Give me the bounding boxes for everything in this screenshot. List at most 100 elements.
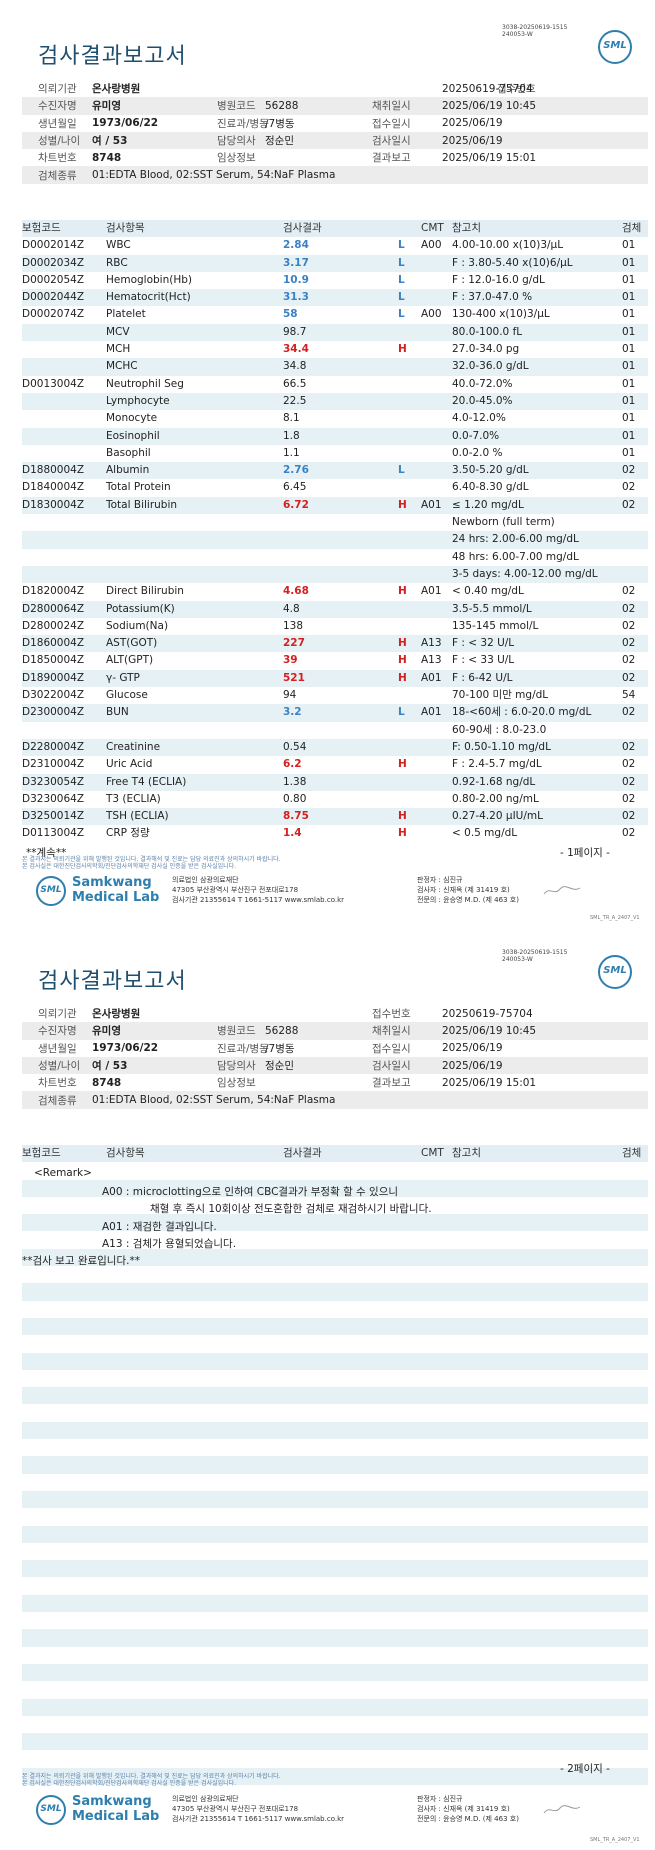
name-value: 유미영 — [92, 1025, 121, 1038]
result-name: γ- GTP — [106, 671, 140, 684]
result-ref: < 0.5 mg/dL — [452, 827, 518, 840]
result-flag: L — [398, 464, 405, 477]
result-code: D2800064Z — [22, 602, 85, 615]
result-code: D3230054Z — [22, 775, 85, 788]
result-code: D1830004Z — [22, 498, 85, 511]
table-row — [22, 1767, 648, 1785]
result-value: 98.7 — [283, 325, 307, 338]
dept-label: 진료과/병동 — [217, 117, 269, 130]
fineprint-line2: 본 검사실은 대한진단검사의학회/진단검사의학재단 검사실 인증을 받은 검사실… — [22, 863, 237, 870]
table-row — [22, 1698, 648, 1716]
result-spec: 02 — [622, 602, 636, 615]
remark-a00: A00 : microclotting으로 인하여 CBC결과가 부정확 할 수… — [102, 1186, 399, 1198]
table-row: 60-90세 : 8.0-23.0 — [22, 722, 648, 739]
report-date-label: 결과보고 — [372, 1077, 411, 1090]
fineprint: 본 결과지는 의뢰기관을 위해 발행된 것입니다. 결과해석 및 진료는 담당 … — [22, 856, 281, 870]
result-spec: 01 — [622, 343, 636, 356]
footer-sign3: 전문의 : 윤승영 M.D. (제 463 호) — [417, 1815, 519, 1823]
result-ref: 70-100 미만 mg/dL — [452, 689, 549, 702]
clinical-label: 임상정보 — [217, 152, 256, 165]
result-spec: 01 — [622, 377, 636, 390]
footer-addr2: 47305 부산광역시 부산진구 전포대로178 — [172, 886, 299, 894]
result-spec: 01 — [622, 360, 636, 373]
result-spec: 02 — [622, 654, 636, 667]
result-value: 34.4 — [283, 343, 309, 356]
result-cmt: A13 — [421, 654, 442, 667]
header-ref: 참고치 — [452, 222, 481, 234]
result-spec: 01 — [622, 429, 636, 442]
result-flag: L — [398, 706, 405, 719]
result-ref: 3-5 days: 4.00-12.00 mg/dL — [452, 567, 598, 580]
hospital-code-value: 56288 — [265, 1024, 299, 1037]
info-row: 검체종류 01:EDTA Blood, 02:SST Serum, 54:NaF… — [22, 166, 648, 184]
result-name: TSH (ECLIA) — [106, 810, 169, 823]
table-row — [22, 1317, 648, 1336]
table-row: D3250014Z TSH (ECLIA) 8.75 H 0.27-4.20 μIU/m… — [22, 808, 648, 826]
doctor-value: 정순민 — [265, 1060, 294, 1073]
table-row — [22, 1594, 648, 1613]
continued-text: **계속** — [26, 847, 67, 859]
result-spec: 02 — [622, 706, 636, 719]
result-name: Glucose — [106, 689, 148, 702]
result-value: 1.38 — [283, 775, 307, 788]
info-row: 생년월일 1973/06/22 진료과/병동 /7병동 접수일시 2025/06… — [22, 115, 648, 132]
receipt-date-label: 접수일시 — [372, 117, 411, 130]
result-flag: H — [398, 637, 407, 650]
result-name: Hemoglobin(Hb) — [106, 273, 193, 286]
footer-signers: 판정자 : 심진규 검사자 : 신재옥 (제 31419 호) 전문의 : 윤승… — [417, 1794, 519, 1824]
result-name: ALT(GPT) — [106, 654, 154, 667]
table-row — [22, 1612, 648, 1629]
result-ref: 60-90세 : 8.0-23.0 — [452, 723, 547, 736]
top-code-line1: 3038-20250619-1515 — [502, 949, 568, 956]
institution-label: 의뢰기관 — [38, 1008, 77, 1021]
result-ref: 3.5-5.5 mmol/L — [452, 602, 532, 615]
result-name: Albumin — [106, 464, 150, 477]
table-row — [22, 1474, 648, 1491]
table-row: MCH 34.4 H 27.0-34.0 pg 01 — [22, 341, 648, 358]
result-spec: 01 — [622, 412, 636, 425]
result-name: RBC — [106, 256, 128, 269]
result-spec: 02 — [622, 585, 636, 598]
signature-mark — [543, 1805, 581, 1814]
info-row: 수진자명 유미영 병원코드 56288 채취일시 2025/06/19 10:4… — [22, 97, 648, 115]
result-ref: 0.0-2.0 % — [452, 446, 503, 459]
result-cmt: A01 — [421, 585, 442, 598]
result-ref: < 0.40 mg/dL — [452, 585, 524, 598]
result-ref: F : 2.4-5.7 mg/dL — [452, 758, 542, 771]
result-name: T3 (ECLIA) — [106, 792, 161, 805]
footer-name-line1: Samkwang — [72, 875, 152, 890]
table-row — [22, 1387, 648, 1405]
result-value: 3.2 — [283, 706, 302, 719]
result-flag: H — [398, 343, 407, 356]
result-cmt: A13 — [421, 637, 442, 650]
sml-logo-icon: SML — [598, 30, 632, 64]
result-code: D0002044Z — [22, 291, 85, 304]
receipt-no-label: 접수번호 — [372, 1008, 411, 1021]
sml-logo-icon: SML — [36, 876, 66, 906]
result-ref: Newborn (full term) — [452, 516, 555, 529]
result-flag: H — [398, 671, 407, 684]
table-row — [22, 1248, 648, 1267]
top-code-line2: 240053-W — [502, 31, 533, 38]
table-row: D0002054Z Hemoglobin(Hb) 10.9 L F : 12.0-16.… — [22, 272, 648, 289]
result-flag: L — [398, 256, 405, 269]
sml-logo-icon: SML — [36, 1795, 66, 1825]
table-row — [22, 1629, 648, 1647]
report-date-value: 2025/06/19 15:01 — [442, 151, 537, 164]
institution-label: 의뢰기관 — [38, 83, 77, 96]
result-code: D0002054Z — [22, 273, 85, 286]
result-code: D3230064Z — [22, 792, 85, 805]
footer-logo-text: SML — [40, 885, 62, 895]
result-value: 4.68 — [283, 585, 309, 598]
top-code: 3038-20250619-1515 240053-W — [502, 24, 567, 38]
result-code: D1820004Z — [22, 585, 85, 598]
result-value: 2.76 — [283, 464, 309, 477]
result-value: 138 — [283, 619, 304, 632]
name-value: 유미영 — [92, 100, 121, 113]
result-value: 6.72 — [283, 498, 309, 511]
table-row: Eosinophil 1.8 0.0-7.0% 01 — [22, 427, 648, 445]
table-row: D0013004Z Neutrophil Seg 66.5 40.0-72.0% 01 — [22, 376, 648, 393]
result-flag: L — [398, 308, 405, 321]
remarks-table: 보험코드 검사항목 검사결과 CMT 참고치 검체 <Remark> A00 :… — [22, 1145, 648, 1785]
table-row: D0002014Z WBC 2.84 L A00 4.00-10.00 x(10)3/μL… — [22, 237, 648, 254]
